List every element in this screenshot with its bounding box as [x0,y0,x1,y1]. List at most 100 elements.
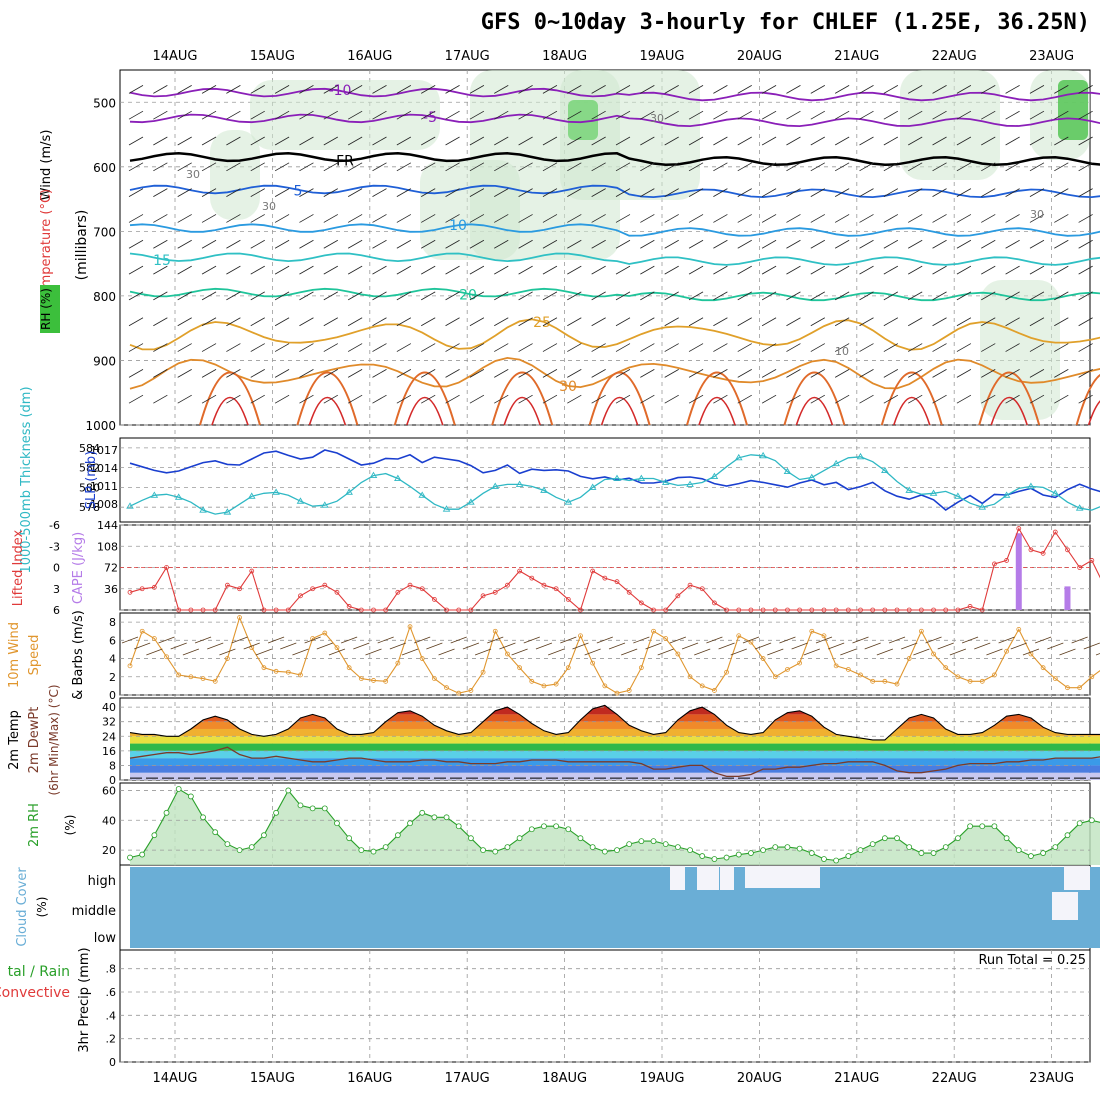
li-tick: -6 [49,519,60,532]
li-point [955,607,961,613]
li-point [992,561,997,567]
wind-barb [786,369,801,378]
wind-barb [883,136,899,146]
wind-barb [737,136,752,146]
wind-point [870,678,876,684]
wind-barb [956,369,972,378]
temp-contour-FR [129,152,1100,167]
panel-frame-slp [119,437,1091,523]
rh-point [187,793,194,800]
wind-point [626,688,632,693]
wind-barb [421,291,436,301]
wind-barb [737,317,752,327]
wind-barb [761,136,777,146]
pressure-tick: 500 [93,96,116,110]
wind-barb [1078,214,1093,223]
wind-point [614,690,620,696]
wind-barb [640,291,655,301]
wind-barb [396,265,412,275]
day-label-top: 18AUG [542,49,587,64]
slp-line [129,449,1100,511]
wind-barb [347,343,363,352]
wind-barb [761,110,777,120]
wind-point [1040,665,1046,671]
wind-barb [664,162,679,172]
contour-label: 15 [153,253,171,269]
rh-point [419,809,426,816]
wind-barb [932,317,947,327]
wind-barb [810,110,825,120]
slp-tick: 1014 [90,462,118,475]
wind-point [943,665,949,671]
rh-label: 30 [1030,208,1044,221]
wind-barb [226,369,241,378]
wind-barb [688,265,704,275]
wind-barb [688,214,704,223]
wind-barb [226,162,241,172]
wind-barb [834,394,850,404]
contour-label: 10 [449,218,467,234]
wind-barb [567,369,582,378]
rh-point [212,829,219,836]
wind-barb [274,394,290,404]
rh-point [894,835,900,842]
rh-point [431,814,438,821]
wind-barb-10m [1022,648,1040,656]
thickness-point [174,493,183,500]
day-label-top: 22AUG [932,49,977,64]
wind-barb [542,317,558,327]
wind-barb [591,85,606,94]
panel-frame-wind [119,612,1091,696]
wind-barb [518,291,533,301]
wind-barb [713,291,728,301]
wind-point [517,665,522,671]
li-tick: 0 [53,562,60,575]
wind-barb-10m [608,642,626,650]
thickness-point [1027,482,1035,489]
wind-barb-10m [852,636,869,644]
wind-barb [591,343,606,352]
wind-barb [1005,239,1020,249]
contour-label: 30 [559,379,577,395]
li-point [1040,550,1046,556]
warm-arch [393,371,456,426]
wind-barb-10m [621,648,638,656]
wind-barb-10m [986,648,1003,656]
wind-barb [372,317,387,327]
day-label-top: 19AUG [639,49,684,64]
wind-barb [810,394,825,404]
wind-barb [226,343,241,352]
wind-barb [859,317,874,327]
wind-barb [786,110,801,120]
wind-barb [567,291,582,301]
li-point [468,607,474,613]
li-point [931,607,936,613]
wind-barb [177,291,192,301]
wind-barb [250,265,265,275]
wind-point [967,678,973,684]
rh-point [163,809,170,816]
wind-barb [786,343,801,352]
wind-barb [177,85,192,94]
wind-barb [981,265,996,275]
wind-barb [250,239,265,249]
wind-barb [956,394,972,404]
wind-barb [615,343,631,352]
wind-barb [542,394,558,404]
wind-barb [932,394,947,404]
wind-barb [664,136,679,146]
li-point [894,607,900,613]
wind-barb-10m [803,648,820,656]
wind-barb [421,214,436,223]
wind-barb [664,317,679,327]
wind-point [164,654,169,660]
thickness-point [272,488,280,495]
wind-point [797,660,803,666]
wind-barb-10m [1083,642,1100,650]
thickness-point [126,502,134,509]
wind-barb [542,239,558,249]
rh-point [735,851,742,858]
rh-point [1088,817,1095,824]
wind-barb [956,162,972,172]
wind-barb [347,317,363,327]
